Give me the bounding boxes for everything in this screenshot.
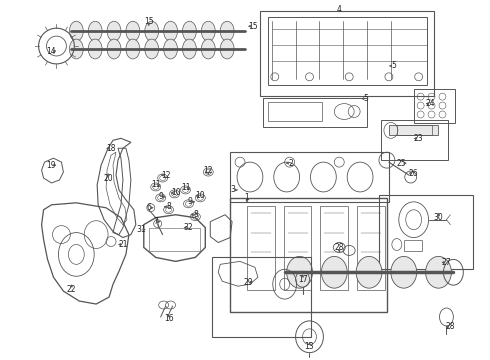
Ellipse shape [70, 39, 83, 59]
Text: 30: 30 [434, 213, 443, 222]
Text: 9: 9 [188, 197, 193, 206]
Ellipse shape [107, 21, 121, 41]
Text: 12: 12 [203, 166, 213, 175]
Text: 19: 19 [47, 161, 56, 170]
Ellipse shape [164, 39, 177, 59]
Text: 9: 9 [158, 192, 163, 201]
Text: 22: 22 [67, 285, 76, 294]
Bar [414, 89, 455, 123]
Ellipse shape [88, 39, 102, 59]
Bar [381, 121, 448, 160]
Text: 7: 7 [153, 217, 158, 226]
Text: 5: 5 [364, 94, 368, 103]
Text: 8: 8 [193, 210, 198, 219]
Polygon shape [389, 125, 439, 135]
Ellipse shape [201, 21, 215, 41]
Ellipse shape [287, 256, 313, 288]
Ellipse shape [182, 39, 196, 59]
Ellipse shape [70, 21, 83, 41]
Bar [268, 17, 427, 85]
Ellipse shape [356, 256, 382, 288]
Ellipse shape [126, 21, 140, 41]
Ellipse shape [145, 21, 159, 41]
Text: 15: 15 [144, 17, 153, 26]
Text: 11: 11 [151, 180, 160, 189]
Ellipse shape [107, 39, 121, 59]
Text: 18: 18 [106, 144, 116, 153]
Text: 24: 24 [426, 99, 436, 108]
Text: 12: 12 [161, 171, 171, 180]
Bar [212, 257, 312, 337]
Text: 25: 25 [397, 159, 407, 168]
Text: 16: 16 [164, 314, 173, 323]
Text: 15: 15 [248, 22, 258, 31]
Text: 31: 31 [136, 225, 146, 234]
Text: 4: 4 [337, 5, 342, 14]
Text: 32: 32 [184, 223, 193, 232]
Text: 14: 14 [47, 46, 56, 55]
Bar [397, 125, 432, 135]
Ellipse shape [201, 39, 215, 59]
Bar [284, 206, 312, 290]
Text: 21: 21 [118, 240, 128, 249]
Text: 27: 27 [441, 258, 451, 267]
Text: 10: 10 [196, 192, 205, 201]
Text: 26: 26 [409, 168, 418, 177]
Text: 28: 28 [335, 243, 344, 252]
Ellipse shape [145, 39, 159, 59]
Text: 8: 8 [166, 202, 171, 211]
Ellipse shape [391, 256, 416, 288]
Text: 23: 23 [414, 134, 423, 143]
Bar [260, 11, 434, 96]
Ellipse shape [164, 21, 177, 41]
Text: 3: 3 [231, 185, 236, 194]
Bar [379, 195, 473, 269]
Ellipse shape [220, 39, 234, 59]
Text: 29: 29 [243, 278, 253, 287]
Text: 13: 13 [305, 342, 314, 351]
Bar [268, 102, 322, 121]
Ellipse shape [126, 39, 140, 59]
Bar [263, 98, 367, 127]
Ellipse shape [426, 256, 451, 288]
Text: 1: 1 [245, 193, 249, 202]
Bar [230, 198, 387, 312]
Ellipse shape [321, 256, 347, 288]
Bar [320, 206, 348, 290]
Ellipse shape [182, 21, 196, 41]
Text: 6: 6 [147, 203, 151, 212]
Text: 11: 11 [181, 184, 190, 193]
Ellipse shape [220, 21, 234, 41]
Text: 2: 2 [288, 159, 293, 168]
Text: 5: 5 [392, 62, 396, 71]
Text: 17: 17 [298, 275, 307, 284]
Text: 20: 20 [103, 174, 113, 183]
Bar [357, 206, 385, 290]
Text: 10: 10 [171, 188, 180, 197]
Text: 28: 28 [445, 322, 455, 331]
Ellipse shape [88, 21, 102, 41]
Bar [230, 152, 389, 202]
Bar [404, 239, 421, 251]
Bar [247, 206, 275, 290]
